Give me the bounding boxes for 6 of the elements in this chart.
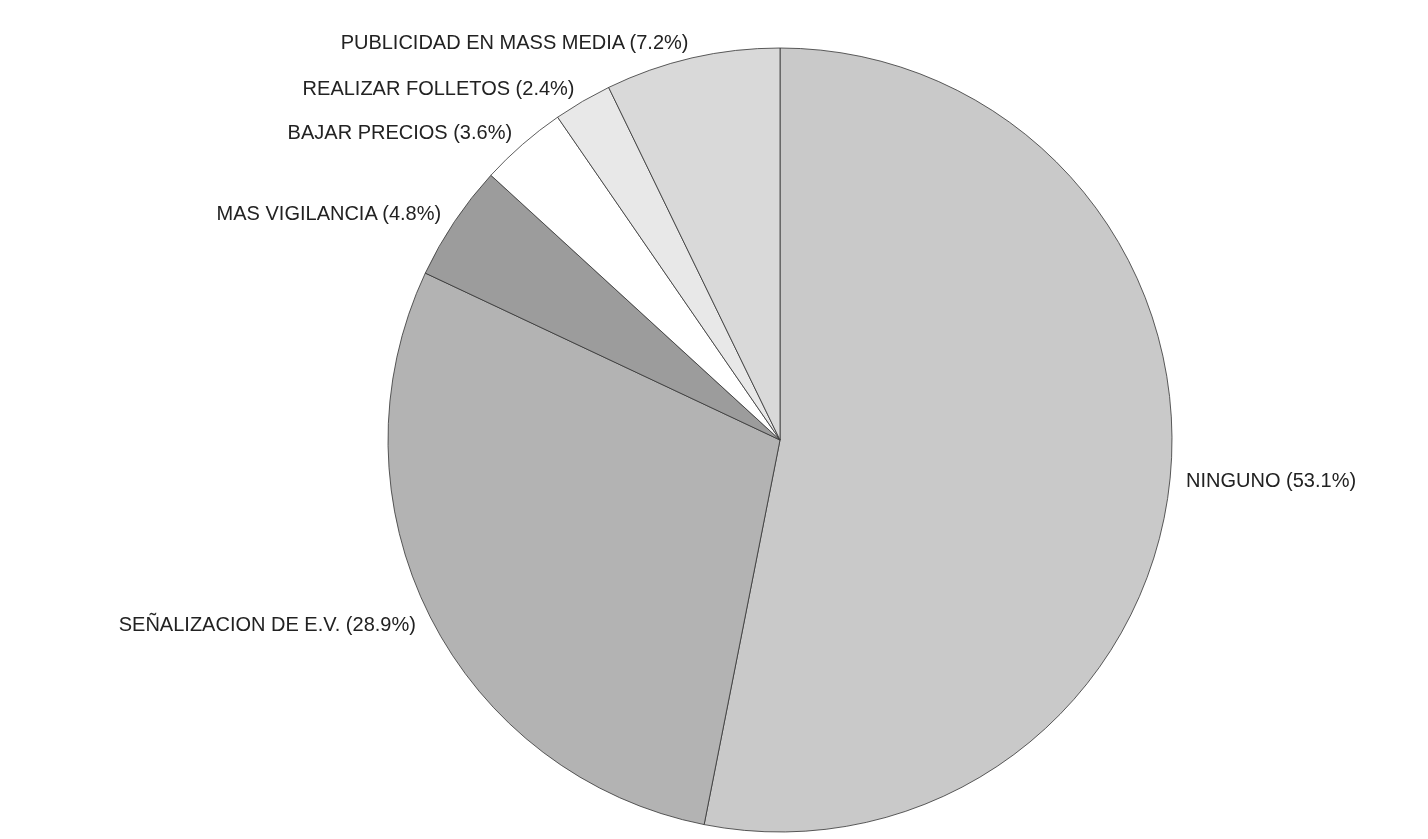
slice-label: SEÑALIZACION DE E.V. (28.9%) <box>118 612 416 636</box>
slice-label: NINGUNO (53.1%) <box>1186 468 1357 491</box>
slice-label: REALIZAR FOLLETOS (2.4%) <box>302 76 575 99</box>
slice-label: PUBLICIDAD EN MASS MEDIA (7.2%) <box>340 31 689 54</box>
slice-label: BAJAR PRECIOS (3.6%) <box>287 121 513 144</box>
slice-label: MAS VIGILANCIA (4.8%) <box>216 201 442 224</box>
